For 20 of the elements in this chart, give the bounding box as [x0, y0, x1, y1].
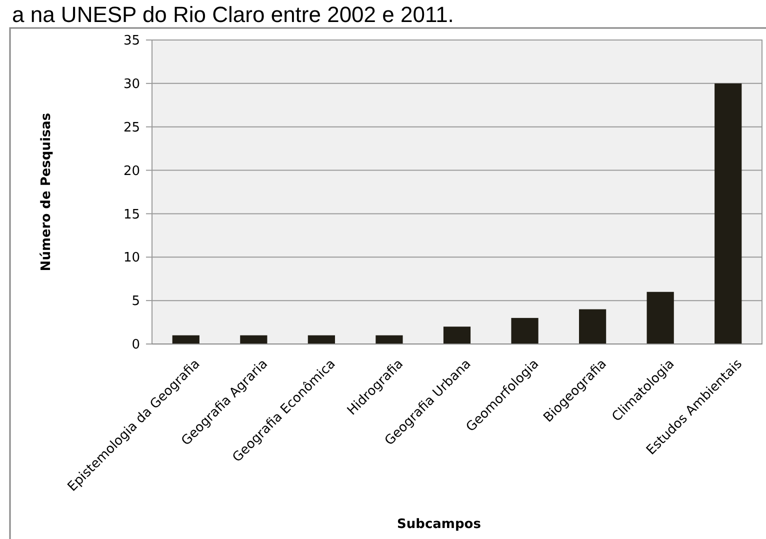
bar — [646, 292, 674, 344]
y-tick-label: 30 — [123, 76, 140, 92]
y-tick-label: 25 — [123, 120, 140, 136]
bar — [714, 83, 742, 344]
x-axis-title: Subcampos — [397, 517, 482, 532]
bar — [511, 318, 538, 344]
bar — [579, 309, 606, 344]
y-tick-label: 15 — [123, 207, 140, 222]
bar — [376, 335, 403, 344]
chart-title: a na UNESP do Rio Claro entre 2002 e 2011. — [12, 2, 454, 27]
bar — [443, 326, 471, 344]
y-tick-label: 20 — [123, 164, 140, 179]
bar — [308, 335, 335, 344]
y-tick-label: 10 — [123, 250, 140, 266]
bar — [240, 335, 268, 344]
y-axis-title: Número de Pesquisas — [39, 112, 54, 272]
y-tick-label: 0 — [132, 338, 140, 353]
y-tick-label: 35 — [123, 34, 140, 49]
bar — [172, 335, 200, 344]
y-tick-label: 5 — [132, 294, 140, 310]
